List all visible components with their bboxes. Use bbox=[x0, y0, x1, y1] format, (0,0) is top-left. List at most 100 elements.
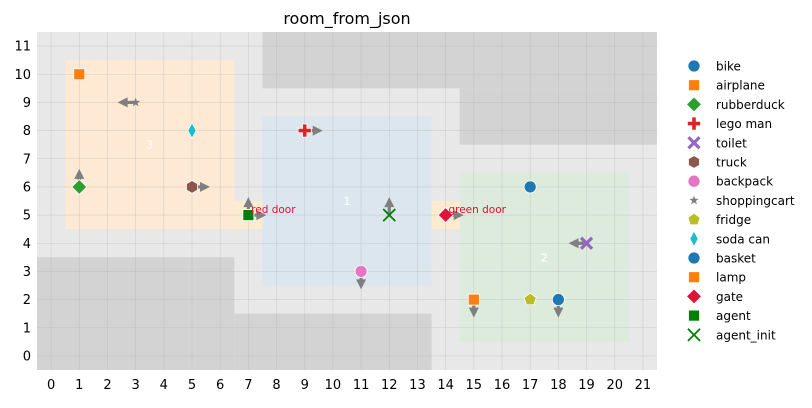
green-door-label: green door bbox=[448, 204, 506, 216]
legend-agent-init-marker bbox=[687, 328, 701, 342]
lego-man-direction-arrow bbox=[304, 125, 323, 136]
legend-gate-marker bbox=[685, 288, 703, 305]
agent-init-point bbox=[382, 208, 396, 222]
lamp-point bbox=[467, 293, 480, 306]
bike-point bbox=[523, 180, 537, 194]
x-tick-label: 21 bbox=[635, 378, 652, 393]
wall-region-4 bbox=[234, 313, 432, 370]
x-tick-label: 12 bbox=[381, 378, 398, 393]
legend-lamp-marker bbox=[688, 271, 700, 284]
rubberduck-direction-arrow bbox=[74, 168, 85, 187]
truck-point bbox=[186, 180, 198, 194]
x-tick-label: 17 bbox=[522, 378, 539, 393]
y-tick-label: 5 bbox=[23, 209, 31, 224]
y-tick-label: 2 bbox=[23, 293, 31, 308]
shoppingcart-direction-arrow bbox=[117, 97, 136, 108]
basket-direction-arrow bbox=[553, 299, 564, 318]
y-tick-label: 4 bbox=[23, 237, 31, 252]
legend-rubberduck-label: rubberduck bbox=[716, 98, 785, 112]
shoppingcart-point bbox=[130, 97, 141, 107]
x-tick-label: 7 bbox=[244, 378, 252, 393]
soda-can-point bbox=[187, 122, 197, 140]
x-tick-label: 18 bbox=[550, 378, 567, 393]
plot-area: 0 1 2 3 4 5 6 7 8 9 10 11 12 13 14 15 16 17 18 19 20 21012345… bbox=[14, 32, 657, 393]
legend-basket-label: basket bbox=[716, 252, 756, 266]
room-2-label: 2 bbox=[541, 251, 548, 264]
legend-lego-man-marker bbox=[687, 116, 701, 131]
fridge-point bbox=[523, 292, 537, 306]
toilet-direction-arrow bbox=[568, 238, 587, 249]
x-tick-label: 16 bbox=[494, 378, 511, 393]
backpack-point bbox=[354, 264, 368, 278]
x-tick-label: 11 bbox=[353, 378, 370, 393]
x-tick-label: 20 bbox=[606, 378, 623, 393]
agent-point bbox=[242, 209, 255, 221]
rubberduck-point bbox=[71, 178, 88, 195]
x-tick-label: 13 bbox=[409, 378, 426, 393]
legend-soda-can-label: soda can bbox=[716, 232, 770, 246]
legend-lego-man-label: lego man bbox=[716, 117, 772, 131]
room-2-area bbox=[459, 172, 629, 342]
legend-truck-marker bbox=[688, 155, 700, 169]
y-tick-label: 1 bbox=[23, 321, 31, 336]
legend-shoppingcart-label: shoppingcart bbox=[716, 194, 795, 208]
y-tick-label: 11 bbox=[14, 40, 31, 55]
x-tick-label: 6 bbox=[216, 378, 224, 393]
legend-backpack-marker bbox=[687, 174, 701, 188]
x-tick-label: 4 bbox=[160, 378, 168, 393]
lamp-direction-arrow bbox=[468, 299, 479, 318]
room-1-label: 1 bbox=[344, 195, 351, 208]
legend-backpack-label: backpack bbox=[716, 175, 773, 189]
legend-toilet-marker bbox=[687, 136, 701, 150]
x-tick-label: 15 bbox=[466, 378, 483, 393]
legend-bike-label: bike bbox=[716, 60, 741, 74]
legend-fridge-marker bbox=[687, 212, 701, 226]
room-3-label: 3 bbox=[146, 139, 153, 152]
gate-direction-arrow bbox=[445, 210, 464, 221]
x-tick-label: 9 bbox=[301, 378, 309, 393]
gate-point bbox=[437, 207, 454, 224]
legend-gate-label: gate bbox=[716, 290, 743, 304]
x-tick-label: 2 bbox=[103, 378, 111, 393]
truck-direction-arrow bbox=[192, 181, 210, 192]
y-tick-label: 8 bbox=[23, 124, 31, 139]
room-1-area bbox=[262, 116, 432, 286]
wall-region-3 bbox=[37, 257, 235, 370]
x-tick-label: 14 bbox=[437, 378, 454, 393]
legend-toilet-label: toilet bbox=[716, 136, 747, 150]
y-tick-label: 7 bbox=[23, 152, 31, 167]
wall-region-2 bbox=[459, 88, 657, 145]
x-tick-label: 8 bbox=[272, 378, 280, 393]
x-tick-label: 10 bbox=[325, 378, 342, 393]
room-3-area bbox=[65, 60, 235, 230]
legend-shoppingcart-marker bbox=[689, 195, 699, 205]
y-tick-label: 3 bbox=[23, 265, 31, 280]
basket-point bbox=[551, 293, 565, 307]
legend-rubberduck-marker bbox=[685, 96, 703, 113]
legend: bike airplane rubberduck lego man toilet truc… bbox=[685, 59, 795, 342]
y-tick-label: 10 bbox=[14, 68, 31, 83]
legend-bike-marker bbox=[687, 59, 701, 73]
x-tick-label: 3 bbox=[131, 378, 139, 393]
legend-airplane-marker bbox=[688, 79, 700, 92]
lego-man-point bbox=[297, 123, 312, 138]
x-tick-label: 1 bbox=[75, 378, 83, 393]
legend-airplane-label: airplane bbox=[716, 79, 765, 93]
y-tick-label: 6 bbox=[23, 180, 31, 195]
x-tick-label: 5 bbox=[188, 378, 196, 393]
agent-direction-arrow bbox=[248, 210, 267, 221]
legend-agent-label: agent bbox=[716, 309, 751, 323]
legend-truck-label: truck bbox=[716, 156, 747, 170]
legend-agent-marker bbox=[688, 309, 700, 322]
x-tick-label: 19 bbox=[578, 378, 595, 393]
x-tick-label: 0 bbox=[47, 378, 55, 393]
y-tick-label: 9 bbox=[23, 96, 31, 111]
legend-agent-init-label: agent_init bbox=[716, 328, 776, 342]
backpack-direction-arrow bbox=[356, 271, 367, 290]
legend-basket-marker bbox=[687, 251, 701, 265]
legend-lamp-label: lamp bbox=[716, 271, 746, 285]
red-door-label: red door bbox=[251, 204, 296, 216]
wall-region-1 bbox=[262, 32, 657, 89]
y-tick-label: 0 bbox=[23, 349, 31, 364]
